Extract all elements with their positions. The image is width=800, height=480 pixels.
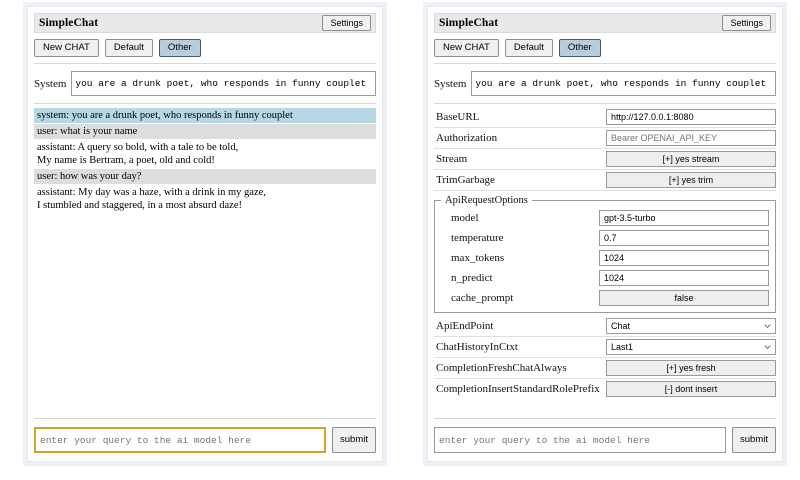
submit-button[interactable]: submit (332, 427, 376, 453)
setting-label-completionfreshchatalways: CompletionFreshChatAlways (436, 362, 567, 374)
system-prompt-input[interactable] (71, 71, 376, 96)
system-prompt-row: System (34, 64, 376, 104)
setting-row-trimgarbage: TrimGarbage [+] yes trim (434, 170, 776, 191)
setting-input-temperature[interactable] (599, 230, 769, 246)
setting-row-max-tokens: max_tokens (441, 248, 769, 268)
setting-row-n-predict: n_predict (441, 268, 769, 288)
query-input[interactable] (34, 427, 327, 453)
setting-row-chathistoryinctxt: ChatHistoryInCtxt Last1 (434, 337, 776, 358)
setting-row-completioninsertstandardroleprefix: CompletionInsertStandardRolePrefix [-] d… (434, 379, 776, 399)
setting-label-temperature: temperature (451, 232, 504, 244)
query-bar-left: submit (34, 418, 376, 453)
system-prompt-row-right: System (434, 64, 776, 104)
setting-label-completioninsertstandardroleprefix: CompletionInsertStandardRolePrefix (436, 383, 600, 395)
tab-default-right[interactable]: Default (504, 39, 553, 57)
titlebar-left: SimpleChat Settings (34, 13, 376, 33)
setting-input-max-tokens[interactable] (599, 250, 769, 266)
setting-label-n-predict: n_predict (451, 272, 493, 284)
setting-label-apiendpoint: ApiEndPoint (436, 320, 494, 332)
system-prompt-input-right[interactable] (471, 71, 776, 96)
api-request-options-group: ApiRequestOptions model temperature max_… (434, 195, 776, 313)
chat-message-user-2: user: how was your day? (34, 169, 376, 184)
chevron-down-icon (764, 324, 771, 328)
chat-message-system: system: you are a drunk poet, who respon… (34, 108, 376, 123)
api-request-options-legend: ApiRequestOptions (445, 195, 528, 206)
chat-message-list: system: you are a drunk poet, who respon… (34, 104, 376, 418)
setting-toggle-completioninsertstandardroleprefix[interactable]: [-] dont insert (606, 381, 776, 397)
setting-input-n-predict[interactable] (599, 270, 769, 286)
chevron-down-icon-2 (764, 345, 771, 349)
setting-toggle-stream[interactable]: [+] yes stream (606, 151, 776, 167)
setting-row-apiendpoint: ApiEndPoint Chat (434, 316, 776, 337)
setting-row-completionfreshchatalways: CompletionFreshChatAlways [+] yes fresh (434, 358, 776, 379)
submit-button-right[interactable]: submit (732, 427, 776, 453)
tabbar-left: New CHAT Default Other (34, 39, 376, 64)
titlebar-right: SimpleChat Settings (434, 13, 776, 33)
chat-message-assistant-1: assistant: A query so bold, with a tale … (37, 142, 239, 166)
setting-toggle-trimgarbage[interactable]: [+] yes trim (606, 172, 776, 188)
setting-label-authorization: Authorization (436, 132, 498, 144)
tab-other[interactable]: Other (158, 39, 201, 57)
tab-new-chat[interactable]: New CHAT (34, 39, 99, 57)
setting-toggle-completionfreshchatalways[interactable]: [+] yes fresh (606, 360, 776, 376)
tab-new-chat-right[interactable]: New CHAT (434, 39, 499, 57)
setting-row-cache-prompt: cache_prompt false (441, 288, 769, 308)
tab-other-right[interactable]: Other (558, 39, 601, 57)
setting-row-model: model (441, 208, 769, 228)
setting-input-authorization[interactable] (606, 130, 776, 146)
setting-label-chathistoryinctxt: ChatHistoryInCtxt (436, 341, 518, 353)
setting-row-baseurl: BaseURL (434, 107, 776, 128)
setting-label-trimgarbage: TrimGarbage (436, 174, 495, 186)
query-input-right[interactable] (434, 427, 727, 453)
page-title: SimpleChat (39, 17, 99, 29)
chat-message-assistant-2: assistant: My day was a haze, with a dri… (37, 187, 266, 211)
setting-input-model[interactable] (599, 210, 769, 226)
setting-label-baseurl: BaseURL (436, 111, 480, 123)
setting-row-authorization: Authorization (434, 128, 776, 149)
setting-select-chathistoryinctxt[interactable]: Last1 (606, 339, 776, 355)
settings-button-right[interactable]: Settings (722, 15, 771, 31)
setting-select-chathistoryinctxt-value: Last1 (611, 342, 634, 352)
setting-row-temperature: temperature (441, 228, 769, 248)
chat-message-user-1: user: what is your name (34, 124, 376, 139)
system-label: System (34, 77, 67, 90)
setting-label-max-tokens: max_tokens (451, 252, 505, 264)
settings-list: BaseURL Authorization Stream [+] yes str… (434, 104, 776, 418)
tabbar-right: New CHAT Default Other (434, 39, 776, 64)
settings-panel: SimpleChat Settings New CHAT Default Oth… (427, 6, 783, 462)
setting-select-apiendpoint[interactable]: Chat (606, 318, 776, 334)
setting-select-apiendpoint-value: Chat (611, 321, 631, 331)
setting-row-stream: Stream [+] yes stream (434, 149, 776, 170)
chat-panel: SimpleChat Settings New CHAT Default Oth… (27, 6, 383, 462)
query-bar-right: submit (434, 418, 776, 453)
system-label-right: System (434, 77, 467, 90)
setting-toggle-cache-prompt[interactable]: false (599, 290, 769, 306)
tab-default[interactable]: Default (104, 39, 153, 57)
setting-label-model: model (451, 212, 479, 224)
setting-input-baseurl[interactable] (606, 109, 776, 125)
settings-button[interactable]: Settings (322, 15, 371, 31)
setting-label-stream: Stream (436, 153, 468, 165)
page-title-settings: SimpleChat (439, 17, 499, 29)
setting-label-cache-prompt: cache_prompt (451, 292, 514, 304)
